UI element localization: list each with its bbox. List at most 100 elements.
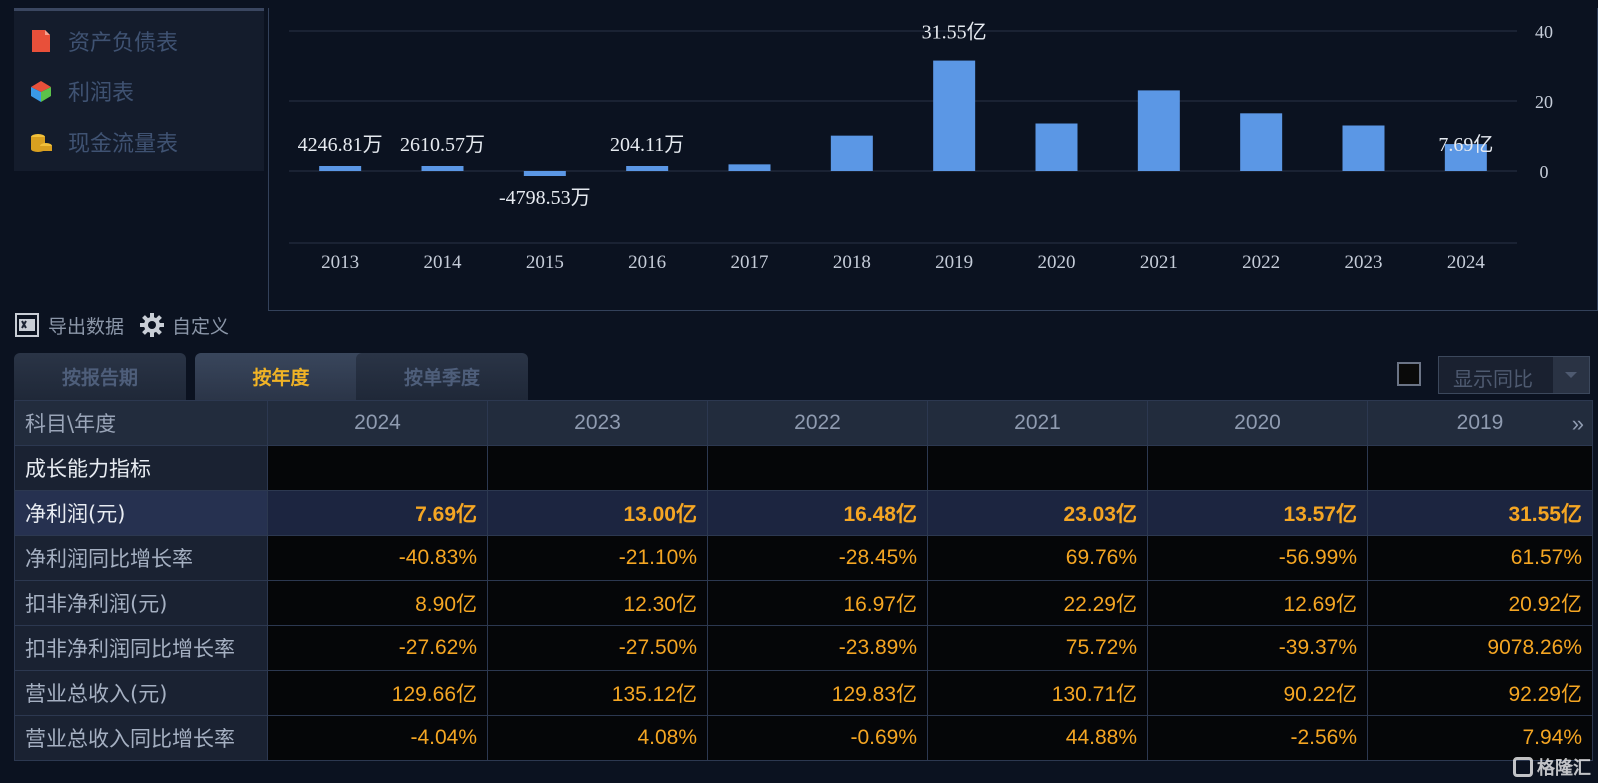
watermark-logo: 格隆汇 bbox=[1513, 754, 1591, 780]
toolbar: 导出数据 自定义 bbox=[14, 310, 243, 340]
value-cell: 92.29亿 bbox=[1367, 670, 1593, 716]
value-cell: 135.12亿 bbox=[487, 670, 708, 716]
x-tick-label: 2014 bbox=[424, 252, 463, 273]
show-yoy-checkbox[interactable] bbox=[1397, 362, 1421, 386]
value-cell: 23.03亿 bbox=[927, 490, 1148, 536]
customize-label: 自定义 bbox=[172, 315, 230, 338]
x-tick-label: 2024 bbox=[1447, 252, 1486, 273]
data-label: 2610.57万 bbox=[400, 134, 485, 156]
menu-item-balance-sheet[interactable]: 资产负债表 bbox=[14, 21, 264, 61]
export-data-button[interactable]: 导出数据 bbox=[14, 311, 124, 339]
value-cell: 13.57亿 bbox=[1147, 490, 1368, 536]
value-cell: 90.22亿 bbox=[1147, 670, 1368, 716]
column-header[interactable]: 2019 » bbox=[1367, 400, 1593, 446]
section-row: 成长能力指标 bbox=[14, 445, 1593, 491]
x-tick-label: 2019 bbox=[935, 252, 973, 273]
table-header-row: 科目\年度 2024 2023 2022 2021 2020 2019 » bbox=[14, 400, 1593, 446]
tab-single-quarter[interactable]: 按单季度 bbox=[356, 353, 528, 400]
menu-label-balance-sheet: 资产负债表 bbox=[68, 31, 179, 56]
value-cell: 7.69亿 bbox=[267, 490, 488, 536]
value-cell: 44.88% bbox=[927, 715, 1148, 761]
value-cell: -4.04% bbox=[267, 715, 488, 761]
x-tick-label: 2020 bbox=[1038, 252, 1076, 273]
value-cell: 4.08% bbox=[487, 715, 708, 761]
data-label: 7.69亿 bbox=[1438, 133, 1493, 156]
value-cell: 75.72% bbox=[927, 625, 1148, 671]
x-tick-label: 2018 bbox=[833, 252, 871, 273]
row-label: 净利润同比增长率 bbox=[14, 535, 268, 581]
menu-label-income-statement: 利润表 bbox=[68, 81, 135, 106]
double-chevron-right-icon[interactable]: » bbox=[1571, 411, 1584, 436]
bar bbox=[626, 166, 669, 171]
empty-cell bbox=[487, 445, 708, 491]
menu-item-cash-flow[interactable]: 现金流量表 bbox=[14, 122, 264, 162]
column-header[interactable]: 2024 bbox=[267, 400, 488, 446]
value-cell: 7.94% bbox=[1367, 715, 1593, 761]
value-cell: -23.89% bbox=[707, 625, 928, 671]
show-yoy-select[interactable]: 显示同比 bbox=[1438, 356, 1590, 394]
x-tick-label: 2017 bbox=[731, 252, 769, 273]
bar bbox=[830, 135, 873, 171]
value-cell: 13.00亿 bbox=[487, 490, 708, 536]
y-tick-label: 40 bbox=[1535, 22, 1553, 42]
bar bbox=[1240, 113, 1283, 171]
value-cell: 16.97亿 bbox=[707, 580, 928, 626]
empty-cell bbox=[1367, 445, 1593, 491]
x-tick-label: 2022 bbox=[1242, 252, 1280, 273]
report-menu: 资产负债表 利润表 现金流量表 bbox=[14, 8, 264, 171]
x-tick-label: 2015 bbox=[526, 252, 564, 273]
indicator-table: 科目\年度 2024 2023 2022 2021 2020 2019 » 成长… bbox=[14, 400, 1593, 761]
row-label: 净利润(元) bbox=[14, 490, 268, 536]
x-tick-label: 2013 bbox=[321, 252, 359, 273]
value-cell: 61.57% bbox=[1367, 535, 1593, 581]
row-label: 营业总收入(元) bbox=[14, 670, 268, 716]
value-cell: -0.69% bbox=[707, 715, 928, 761]
table-row[interactable]: 净利润(元) 7.69亿 13.00亿 16.48亿 23.03亿 13.57亿 31.55… bbox=[14, 490, 1593, 536]
cash-flow-icon bbox=[31, 134, 52, 152]
value-cell: -56.99% bbox=[1147, 535, 1368, 581]
excel-export-icon bbox=[15, 313, 39, 337]
header-subject-year: 科目\年度 bbox=[14, 400, 268, 446]
value-cell: 20.92亿 bbox=[1367, 580, 1593, 626]
x-tick-label: 2016 bbox=[628, 252, 666, 273]
table-row[interactable]: 扣非净利润同比增长率 -27.62% -27.50% -23.89% 75.72% -39… bbox=[14, 625, 1593, 671]
income-statement-icon bbox=[31, 81, 51, 102]
data-label: 31.55亿 bbox=[922, 21, 987, 44]
empty-cell bbox=[267, 445, 488, 491]
column-header[interactable]: 2022 bbox=[707, 400, 928, 446]
bar bbox=[1035, 123, 1078, 171]
row-label: 营业总收入同比增长率 bbox=[14, 715, 268, 761]
balance-sheet-icon bbox=[32, 30, 50, 52]
tab-annual[interactable]: 按年度 bbox=[195, 353, 367, 400]
y-tick-label: 0 bbox=[1540, 162, 1549, 182]
bar bbox=[421, 166, 464, 171]
value-cell: -27.50% bbox=[487, 625, 708, 671]
chevron-down-icon[interactable] bbox=[1553, 357, 1589, 393]
column-header-label: 2019 bbox=[1456, 411, 1504, 434]
customize-button[interactable]: 自定义 bbox=[138, 311, 229, 339]
logo-icon bbox=[1513, 757, 1533, 777]
value-cell: 16.48亿 bbox=[707, 490, 928, 536]
data-label: -4798.53万 bbox=[499, 187, 591, 209]
tab-report-period[interactable]: 按报告期 bbox=[14, 353, 186, 400]
column-header[interactable]: 2023 bbox=[487, 400, 708, 446]
row-label: 扣非净利润同比增长率 bbox=[14, 625, 268, 671]
menu-label-cash-flow: 现金流量表 bbox=[68, 132, 179, 157]
column-header[interactable]: 2021 bbox=[927, 400, 1148, 446]
value-cell: 12.69亿 bbox=[1147, 580, 1368, 626]
menu-item-income-statement[interactable]: 利润表 bbox=[14, 71, 264, 111]
table-row[interactable]: 营业总收入(元) 129.66亿 135.12亿 129.83亿 130.71亿 90.2… bbox=[14, 670, 1593, 716]
bar bbox=[933, 60, 976, 172]
value-cell: 8.90亿 bbox=[267, 580, 488, 626]
table-row[interactable]: 营业总收入同比增长率 -4.04% 4.08% -0.69% 44.88% -2.56% 7… bbox=[14, 715, 1593, 761]
empty-cell bbox=[1147, 445, 1368, 491]
column-header[interactable]: 2020 bbox=[1147, 400, 1368, 446]
value-cell: -2.56% bbox=[1147, 715, 1368, 761]
table-row[interactable]: 净利润同比增长率 -40.83% -21.10% -28.45% 69.76% -56.9… bbox=[14, 535, 1593, 581]
table-row[interactable]: 扣非净利润(元) 8.90亿 12.30亿 16.97亿 22.29亿 12.69亿 20.… bbox=[14, 580, 1593, 626]
data-label: 4246.81万 bbox=[298, 134, 383, 156]
value-cell: 9078.26% bbox=[1367, 625, 1593, 671]
bar bbox=[728, 164, 771, 171]
row-label: 扣非净利润(元) bbox=[14, 580, 268, 626]
